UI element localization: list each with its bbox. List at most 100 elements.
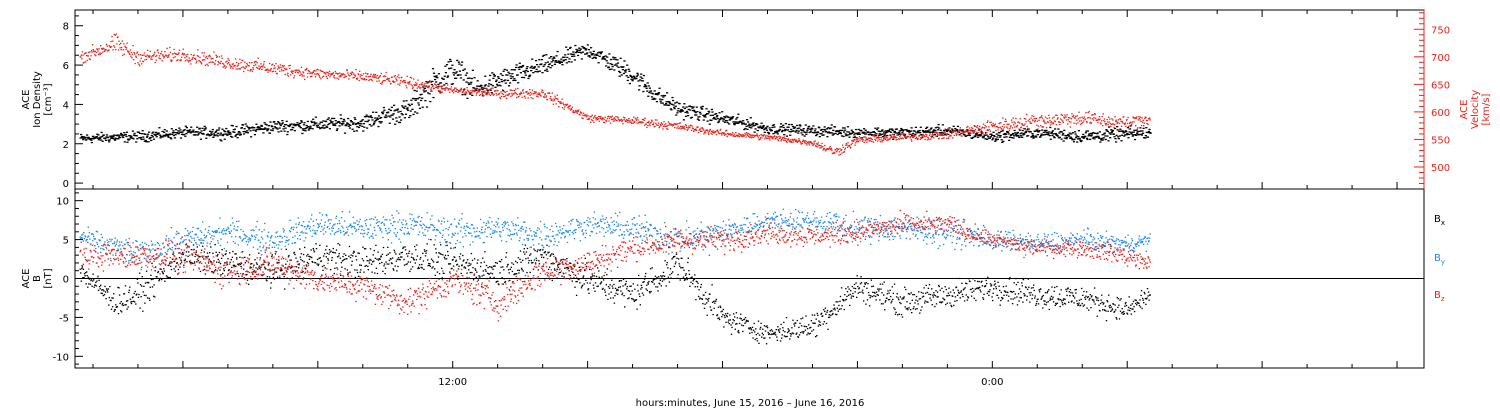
velocity-point [561, 99, 562, 100]
ion-density-point [601, 58, 603, 59]
velocity-point [189, 57, 190, 58]
velocity-point [858, 141, 859, 142]
ion-density-point [498, 82, 500, 83]
bx-point [458, 268, 459, 269]
bx-point [207, 256, 208, 257]
velocity-point [956, 134, 957, 135]
velocity-point [997, 129, 998, 130]
velocity-point [840, 154, 841, 155]
ion-density-point [403, 108, 405, 109]
bx-point [490, 273, 491, 274]
velocity-point [138, 54, 139, 55]
bx-point [264, 267, 265, 268]
velocity-point [251, 62, 252, 63]
ion-density-point [402, 114, 404, 115]
ion-density-point [438, 73, 440, 74]
ion-density-point [522, 65, 524, 66]
velocity-point [277, 68, 278, 69]
ion-density-point [673, 104, 675, 105]
bx-point [534, 250, 535, 251]
ion-density-point [177, 130, 179, 131]
velocity-point [593, 118, 594, 119]
velocity-point [199, 57, 200, 58]
ion-density-point [390, 110, 392, 111]
ion-density-point [380, 122, 382, 123]
ion-density-point [993, 132, 995, 133]
ion-density-point [536, 64, 538, 65]
velocity-point [537, 96, 538, 97]
bx-point [381, 256, 382, 257]
ion-density-point [114, 140, 116, 141]
velocity-point [374, 77, 375, 78]
bx-point [444, 257, 445, 258]
velocity-point [307, 76, 308, 77]
ion-density-point [754, 132, 756, 133]
bx-point [142, 311, 143, 312]
velocity-point [158, 52, 159, 53]
ion-density-point [269, 133, 271, 134]
ion-density-point [1076, 141, 1078, 142]
ion-density-point [509, 82, 511, 83]
ion-density-point [146, 135, 148, 136]
bx-point [546, 254, 547, 255]
velocity-point [480, 94, 481, 95]
ion-density-point [580, 49, 582, 50]
velocity-point [89, 51, 90, 52]
ion-density-point [331, 118, 333, 119]
ion-density-point [1005, 133, 1007, 134]
ion-density-point [232, 125, 234, 126]
velocity-point [506, 98, 507, 99]
velocity-point [989, 129, 990, 130]
bx-point [119, 303, 120, 304]
velocity-point [839, 151, 840, 152]
bx-point [434, 268, 435, 269]
ion-density-point [534, 66, 536, 67]
velocity-point [691, 130, 692, 131]
ion-density-point [459, 71, 461, 72]
velocity-point [615, 119, 616, 120]
bx-point [533, 249, 534, 250]
ion-density-point [898, 132, 900, 133]
ion-density-point [998, 132, 1000, 133]
bx-point [350, 257, 351, 258]
velocity-point [1070, 126, 1071, 127]
bx-point [564, 276, 565, 277]
velocity-point [875, 140, 876, 141]
velocity-point [1078, 112, 1079, 113]
ion-density-point [703, 119, 705, 120]
bx-point [561, 259, 562, 260]
velocity-point [1120, 119, 1121, 120]
bx-point [528, 262, 529, 263]
velocity-point [524, 96, 525, 97]
ion-density-point [682, 110, 684, 111]
velocity-point [1045, 117, 1046, 118]
velocity-point [935, 136, 936, 137]
ion-density-point [250, 130, 252, 131]
bx-point [508, 269, 509, 270]
velocity-point [463, 90, 464, 91]
bx-point [386, 255, 387, 256]
bx-point [608, 286, 609, 287]
ion-density-point [495, 81, 497, 82]
velocity-point [1006, 121, 1007, 122]
velocity-point [850, 147, 851, 148]
ion-density-point [499, 85, 501, 86]
ion-density-point [561, 64, 563, 65]
velocity-point [81, 55, 82, 56]
bx-point [374, 250, 375, 251]
velocity-point [90, 59, 91, 60]
velocity-point [279, 67, 280, 68]
ion-density-point [690, 106, 692, 107]
ion-density-point [750, 117, 752, 118]
velocity-point [161, 51, 162, 52]
velocity-point [475, 90, 476, 91]
ion-density-point [130, 136, 132, 137]
bx-point [411, 257, 412, 258]
bx-point [504, 278, 505, 279]
velocity-point [656, 119, 657, 120]
velocity-point [417, 80, 418, 81]
ion-density-point [700, 113, 702, 114]
bx-point [459, 258, 460, 259]
velocity-point [511, 93, 512, 94]
velocity-point [516, 97, 517, 98]
